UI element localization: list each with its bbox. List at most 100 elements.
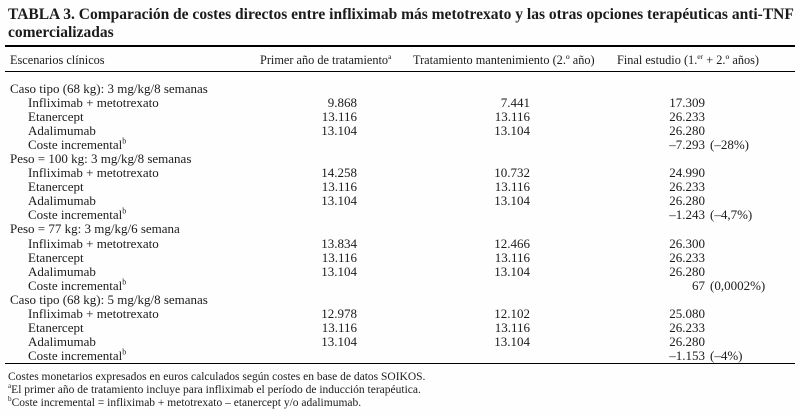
- row-label-text: Peso = 100 kg: 3 mg/kg/8 semanas: [10, 151, 192, 167]
- cost-maintenance-year: 13.116: [494, 179, 530, 195]
- cost-final-percent: [705, 307, 800, 321]
- cost-first-year: 13.104: [321, 123, 357, 139]
- footnote-marker-b-icon: b: [122, 207, 127, 217]
- cost-final-percent: [705, 180, 800, 194]
- footnote-b-line: bCoste incremental = infliximab + metotr…: [8, 396, 792, 410]
- footnote-marker-a-icon: a: [388, 51, 392, 61]
- row-label: Infliximab + metotrexato: [10, 305, 250, 321]
- column-header-text: Final estudio (1.: [617, 53, 698, 67]
- table-row: Coste incrementalb –1.243 (–4,7%): [10, 208, 798, 222]
- row-label: Adalimumab: [10, 333, 250, 349]
- cost-first-year: [250, 279, 357, 293]
- row-label: Etanercept: [10, 180, 250, 194]
- table-row: Etanercept 13.116 13.116 26.233: [10, 249, 798, 265]
- row-label: Infliximab + metotrexato: [10, 236, 250, 251]
- row-label-text: Caso tipo (68 kg): 5 mg/kg/8 semanas: [10, 291, 208, 307]
- cost-first-year: 13.104: [321, 263, 357, 279]
- row-label: Etanercept: [10, 249, 250, 265]
- row-label-text: Etanercept: [28, 249, 84, 265]
- column-header-escenarios-clinicos: Escenarios clínicos: [10, 53, 105, 67]
- scenario-group-row: Caso tipo (68 kg): 5 mg/kg/8 semanas: [10, 291, 798, 307]
- scenario-group-row: Caso tipo (68 kg): 3 mg/kg/8 semanas: [10, 82, 798, 96]
- row-label: Adalimumab: [10, 194, 250, 208]
- footnote-marker-b-icon: b: [122, 136, 127, 146]
- bottom-rule: [5, 362, 795, 364]
- cost-final-percent: [705, 237, 800, 251]
- table-row: Etanercept 13.116 13.116 26.233: [10, 319, 800, 335]
- row-label-text: Coste incremental: [28, 277, 123, 293]
- column-header-text: Primer año de tratamiento: [260, 53, 389, 67]
- cost-first-year: 13.104: [321, 193, 357, 209]
- cost-final-total: –7.293: [669, 137, 705, 153]
- cost-first-year: 14.258: [321, 165, 357, 181]
- footnote-text: Coste incremental = infliximab + metotre…: [11, 397, 362, 409]
- cost-first-year: 13.116: [321, 179, 357, 195]
- cost-maintenance-year: 13.104: [494, 333, 530, 349]
- table-row: Adalimumab 13.104 13.104 26.280: [10, 263, 800, 279]
- cost-final-percent: [705, 321, 800, 335]
- row-label-text: Caso tipo (68 kg): 3 mg/kg/8 semanas: [10, 81, 208, 96]
- table-row: Adalimumab 13.104 13.104 26.280: [10, 194, 798, 208]
- cost-maintenance-year: 12.102: [494, 305, 530, 321]
- cost-final-total: 26.233: [669, 319, 705, 335]
- row-label: Infliximab + metotrexato: [10, 166, 250, 180]
- cost-final-total: 26.233: [669, 249, 705, 265]
- row-label: Coste incrementalb: [10, 136, 250, 152]
- cost-maintenance-year: [357, 208, 530, 222]
- cost-maintenance-year: [357, 138, 530, 152]
- table-row: Infliximab + metotrexato 12.978 12.102 25.0…: [10, 305, 800, 321]
- row-label: Caso tipo (68 kg): 5 mg/kg/8 semanas: [10, 291, 250, 307]
- cost-final-percent: [705, 96, 800, 110]
- cost-maintenance-year: 7.441: [500, 95, 530, 111]
- row-label: Coste incrementalb: [10, 277, 250, 293]
- row-label: Peso = 100 kg: 3 mg/kg/8 semanas: [10, 152, 250, 166]
- cost-final-total: 26.280: [669, 263, 705, 279]
- footnote-marker-b-icon: b: [122, 277, 127, 287]
- cost-final-total: 26.233: [669, 109, 705, 125]
- row-label-text: Adalimumab: [28, 123, 96, 139]
- cost-maintenance-year: 13.116: [494, 319, 530, 335]
- row-label-text: Etanercept: [28, 109, 84, 125]
- row-label: Coste incrementalb: [10, 208, 250, 222]
- header-divider-rule: [5, 70, 795, 72]
- cost-final-percent: [705, 110, 800, 124]
- cost-final-percent: [705, 335, 800, 349]
- table-row: Coste incrementalb 67 (0,0002%): [10, 277, 798, 293]
- cost-final-total: 26.280: [669, 193, 705, 209]
- column-header-text: + 2.º años): [703, 53, 760, 67]
- cost-final-percent: [705, 166, 800, 180]
- cost-first-year: 13.104: [321, 333, 357, 349]
- footnote-marker-b-icon: b: [122, 347, 127, 357]
- column-header-primer-ano: Primer año de tratamientoa: [260, 53, 413, 68]
- table-row: Infliximab + metotrexato 9.868 7.441 17.309: [10, 96, 798, 110]
- cost-first-year: [250, 208, 357, 222]
- cost-final-total: 26.233: [669, 179, 705, 195]
- cost-final-total: –1.153: [669, 347, 705, 363]
- footnote-text: El primer año de tratamiento incluye par…: [11, 384, 421, 396]
- table-body: Caso tipo (68 kg): 3 mg/kg/8 semanas Infl…: [10, 82, 798, 363]
- cost-maintenance-year: 10.732: [494, 165, 530, 181]
- cost-first-year: 9.868: [327, 95, 357, 111]
- cost-first-year: 13.834: [321, 235, 357, 251]
- cost-final-total: 24.990: [669, 165, 705, 181]
- cost-final-total: 26.280: [669, 123, 705, 139]
- cost-maintenance-year: 12.466: [494, 235, 530, 251]
- cost-final-percent: [705, 124, 800, 138]
- row-label-text: Adalimumab: [28, 333, 96, 349]
- cost-final-percent: [705, 265, 800, 279]
- row-label-text: Etanercept: [28, 319, 84, 335]
- table-title: TABLA 3. Comparación de costes directos …: [8, 6, 794, 41]
- ordinal-superscript: er: [697, 51, 704, 61]
- table-footnotes: Costes monetarios expresados en euros ca…: [8, 371, 792, 410]
- table-row: Infliximab + metotrexato 14.258 10.732 24.9…: [10, 166, 798, 180]
- cost-final-total: 26.280: [669, 333, 705, 349]
- row-label: Coste incrementalb: [10, 347, 250, 363]
- row-label: Adalimumab: [10, 124, 250, 138]
- table-row: Coste incrementalb –1.153 (–4%): [10, 347, 798, 363]
- table-row: Adalimumab 13.104 13.104 26.280: [10, 124, 798, 138]
- row-label: Adalimumab: [10, 264, 250, 279]
- row-label-text: Etanercept: [28, 179, 84, 195]
- table-row: Etanercept 13.116 13.116 26.233: [10, 180, 798, 194]
- row-label-text: Infliximab + metotrexato: [28, 305, 159, 321]
